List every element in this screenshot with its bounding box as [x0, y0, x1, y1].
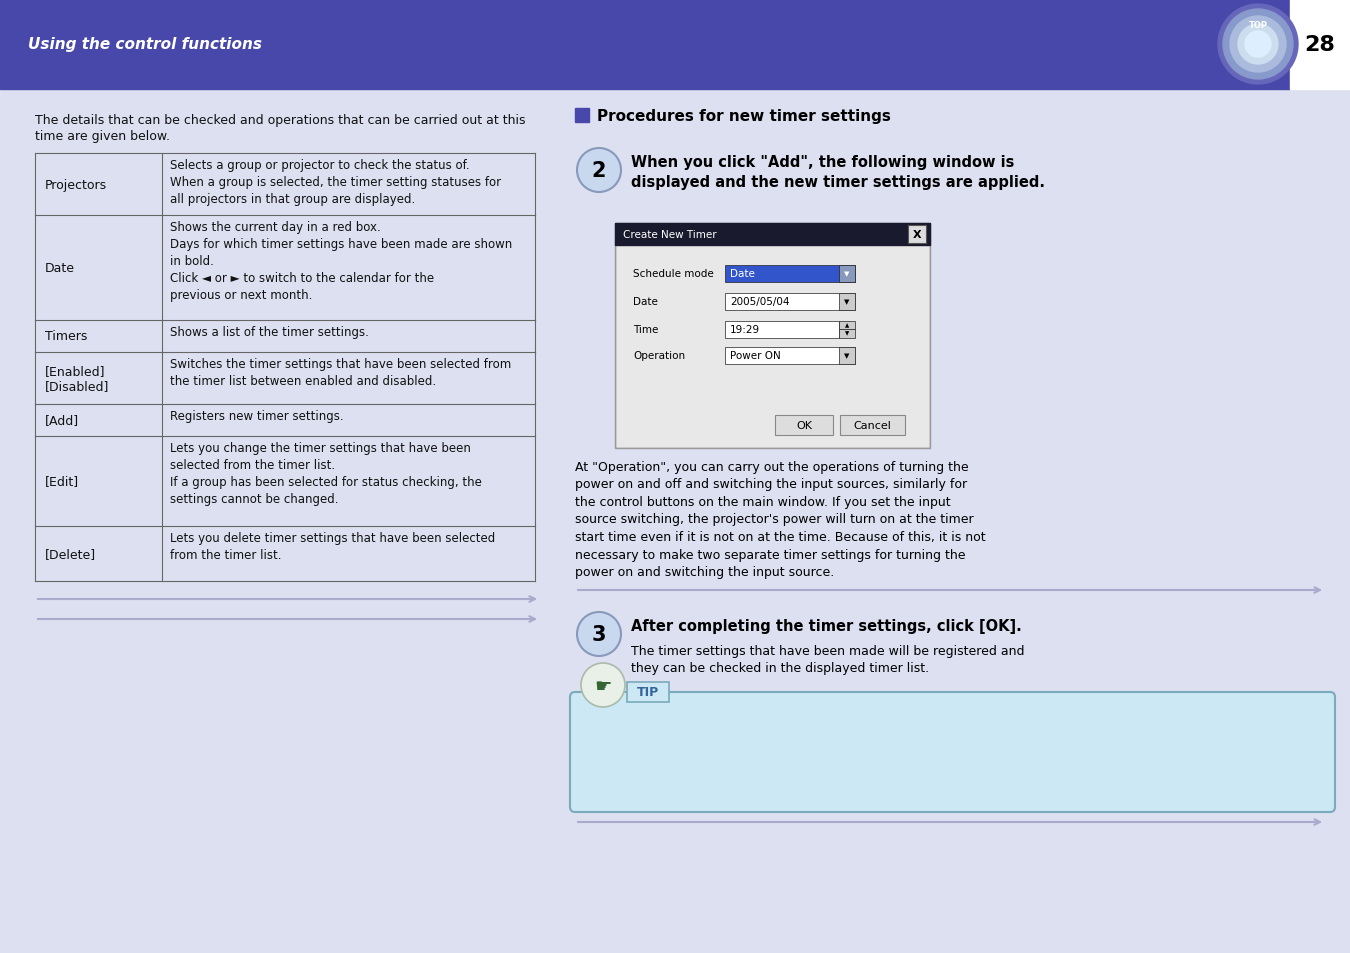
Bar [775, 416, 833, 436]
Text: ☛: ☛ [594, 676, 612, 695]
Text: When you click "Add", the following window is
displayed and the new timer settin: When you click "Add", the following wind… [630, 154, 1045, 190]
Text: Registers new timer settings.: Registers new timer settings. [170, 410, 344, 422]
Text: [Edit]: [Edit] [45, 475, 80, 488]
Text: Time: Time [633, 325, 659, 335]
Bar [0, 0, 1291, 90]
Circle shape [1218, 5, 1297, 85]
Text: time are given below.: time are given below. [35, 130, 170, 143]
Text: [Enabled]
[Disabled]: [Enabled] [Disabled] [45, 365, 109, 393]
Text: 2005/05/04: 2005/05/04 [730, 296, 790, 307]
Text: Lets you delete timer settings that have been selected
from the timer list.: Lets you delete timer settings that have… [170, 532, 495, 561]
Bar [725, 321, 838, 338]
Bar [838, 294, 855, 310]
Text: Using the control functions: Using the control functions [28, 37, 262, 52]
Bar [1291, 0, 1350, 90]
Bar [838, 347, 855, 364]
Text: Power ON: Power ON [730, 351, 780, 360]
Text: Selects a group or projector to check the status of.
When a group is selected, t: Selects a group or projector to check th… [170, 159, 501, 206]
Bar [616, 224, 930, 449]
Bar [725, 347, 855, 364]
Text: 3: 3 [591, 624, 606, 644]
Text: Shows a list of the timer settings.: Shows a list of the timer settings. [170, 326, 369, 338]
Bar [838, 330, 855, 338]
Text: ▼: ▼ [845, 332, 849, 336]
Text: ▲: ▲ [845, 323, 849, 328]
Text: Cancel: Cancel [853, 420, 891, 431]
Text: Shows the current day in a red box.
Days for which timer settings have been made: Shows the current day in a red box. Days… [170, 221, 512, 302]
Text: At "Operation", you can carry out the operations of turning the
power on and off: At "Operation", you can carry out the op… [575, 460, 986, 578]
Text: Switches the timer settings that have been selected from
the timer list between : Switches the timer settings that have be… [170, 357, 512, 388]
Text: The timer settings that have been made will be registered and
they can be checke: The timer settings that have been made w… [630, 644, 1025, 675]
FancyBboxPatch shape [570, 692, 1335, 812]
Text: [Delete]: [Delete] [45, 547, 96, 560]
Circle shape [1238, 25, 1278, 65]
Text: [Add]: [Add] [45, 414, 80, 427]
Text: Timers: Timers [45, 330, 88, 343]
Text: 2: 2 [591, 161, 606, 181]
Text: Date: Date [633, 296, 657, 307]
Text: ▼: ▼ [844, 353, 849, 358]
Text: TOP: TOP [1249, 20, 1268, 30]
Text: OK: OK [796, 420, 811, 431]
Circle shape [1223, 10, 1293, 80]
Text: After completing the timer settings, click [OK].: After completing the timer settings, cli… [630, 618, 1022, 634]
Circle shape [576, 613, 621, 657]
Bar [838, 321, 855, 330]
Bar [616, 224, 930, 246]
Text: The details that can be checked and operations that can be carried out at this: The details that can be checked and oper… [35, 113, 525, 127]
Text: 19:29: 19:29 [730, 325, 760, 335]
Text: Date: Date [730, 269, 755, 278]
Text: X: X [913, 230, 921, 240]
Text: Procedures for new timer settings: Procedures for new timer settings [597, 109, 891, 123]
Bar [725, 294, 855, 310]
Bar [725, 265, 855, 282]
Text: Date: Date [45, 262, 76, 274]
Bar [626, 682, 670, 702]
Text: ▼: ▼ [844, 271, 849, 276]
Text: Projectors: Projectors [45, 178, 107, 192]
Text: Lets you change the timer settings that have been
selected from the timer list.
: Lets you change the timer settings that … [170, 441, 482, 505]
Circle shape [580, 663, 625, 707]
Bar [617, 246, 927, 447]
Bar [909, 226, 926, 244]
Text: ▼: ▼ [844, 298, 849, 305]
Bar [575, 109, 589, 123]
Text: TIP: TIP [637, 686, 659, 699]
Bar [838, 265, 855, 282]
Text: Schedule mode: Schedule mode [633, 269, 714, 278]
Bar [840, 416, 905, 436]
Text: You can enable and disable all of the timer settings that have been
registered. : You can enable and disable all of the ti… [595, 716, 1098, 764]
Text: Create New Timer: Create New Timer [622, 230, 717, 240]
Circle shape [1245, 32, 1270, 58]
Text: Operation: Operation [633, 351, 684, 360]
Circle shape [1230, 17, 1287, 73]
Circle shape [576, 149, 621, 193]
Text: 28: 28 [1304, 35, 1335, 55]
